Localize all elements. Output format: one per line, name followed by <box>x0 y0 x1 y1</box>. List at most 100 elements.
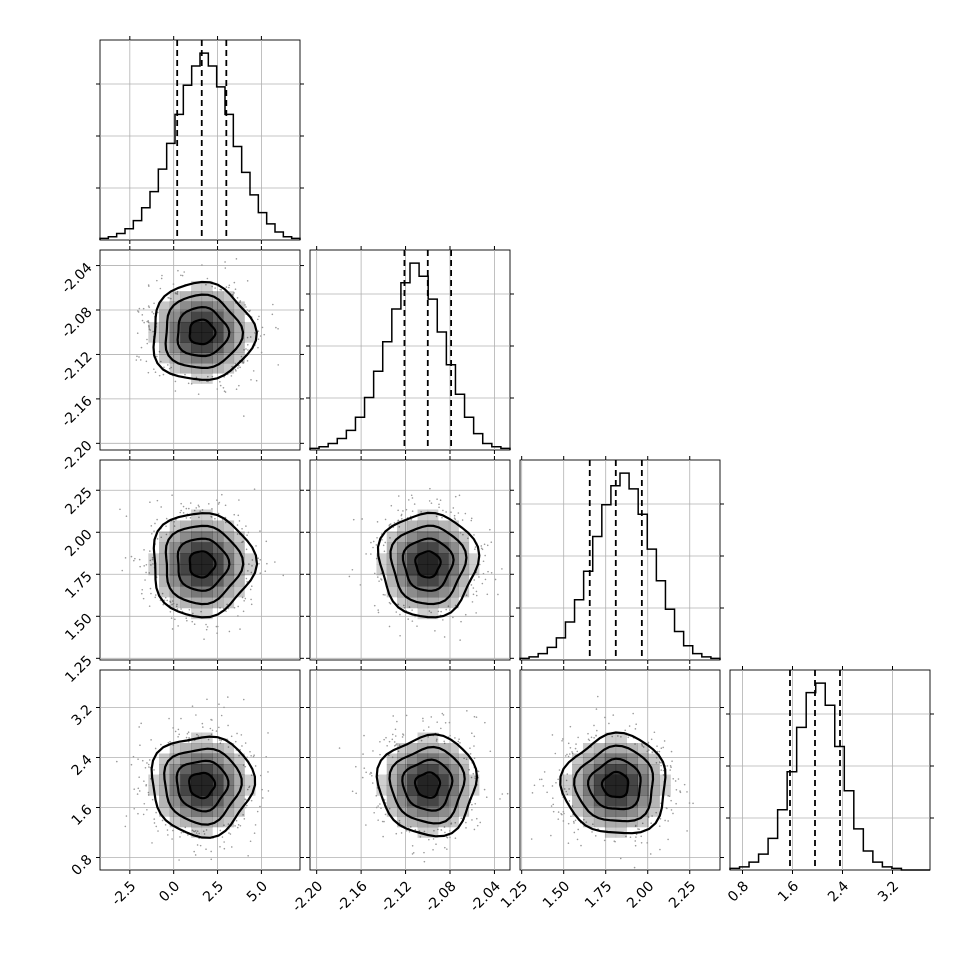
scatter-point <box>136 332 139 335</box>
density-cell <box>396 597 408 609</box>
scatter-point <box>180 717 182 720</box>
scatter-point <box>222 386 225 389</box>
density-cell <box>169 586 181 598</box>
density-cell <box>169 363 181 374</box>
scatter-point <box>152 312 155 315</box>
density-cell <box>180 586 192 598</box>
scatter-point <box>381 820 384 823</box>
density-cell <box>593 785 606 796</box>
scatter-point <box>244 597 247 600</box>
density-cell <box>212 764 224 775</box>
density-cell <box>159 531 171 543</box>
scatter-point <box>397 495 400 497</box>
scatter-point <box>154 522 156 525</box>
scatter-point <box>168 717 170 720</box>
density-cell <box>448 520 459 532</box>
scatter-point <box>554 752 557 755</box>
density-cell <box>593 795 606 807</box>
scatter-point <box>243 349 245 351</box>
scatter-point <box>156 499 159 502</box>
scatter-point <box>196 733 198 736</box>
scatter-point <box>246 804 248 807</box>
density-cell <box>438 743 449 754</box>
scatter-point <box>192 612 194 615</box>
scatter-point <box>143 549 145 551</box>
contour-line <box>414 550 442 579</box>
density-cell <box>169 774 181 786</box>
scatter-point <box>444 831 446 834</box>
scatter-point <box>267 732 269 734</box>
scatter-point <box>662 746 665 749</box>
density-cell <box>407 743 418 754</box>
scatter-point <box>259 805 261 808</box>
density-cell <box>448 564 459 576</box>
scatter-point <box>199 510 201 512</box>
density-cell <box>407 785 418 796</box>
scatter-point <box>265 540 268 543</box>
scatter-point <box>259 530 261 532</box>
scatter-point <box>567 742 570 745</box>
density-cell <box>376 553 388 565</box>
density-cell <box>427 607 439 620</box>
density-cell <box>233 564 245 576</box>
scatter-point <box>658 750 661 753</box>
density-cell <box>180 553 192 565</box>
scatter-point <box>405 714 408 717</box>
density-cell <box>396 785 408 796</box>
scatter-point <box>650 738 653 741</box>
scatter-point <box>670 809 673 811</box>
scatter-point <box>363 734 365 737</box>
density-cell <box>233 575 245 587</box>
density-cell <box>201 597 213 609</box>
scatter-point <box>435 515 438 518</box>
scatter-point <box>237 367 239 369</box>
density-cell <box>180 743 192 754</box>
scatter-point <box>646 750 649 753</box>
density-cell <box>180 291 192 302</box>
scatter-point <box>603 839 606 842</box>
density-cell <box>604 732 617 744</box>
contour-line <box>375 733 479 838</box>
scatter-point <box>443 742 446 745</box>
scatter-point <box>483 788 486 791</box>
contour-line <box>600 770 630 799</box>
density-cell <box>233 795 245 807</box>
scatter-point <box>662 769 665 772</box>
scatter-point <box>635 836 637 838</box>
contour-line <box>376 511 481 619</box>
scatter-point <box>243 415 245 417</box>
scatter-point <box>617 735 619 737</box>
scatter-point <box>124 557 127 559</box>
contour-line <box>176 305 231 358</box>
scatter-point <box>193 850 195 853</box>
scatter-point <box>437 828 439 831</box>
scatter-point <box>215 730 218 732</box>
scatter-point <box>663 740 666 742</box>
scatter-point <box>141 588 144 591</box>
density-cell <box>191 785 203 796</box>
scatter-point <box>207 503 210 505</box>
density-cell <box>448 816 459 828</box>
density-cell <box>396 575 408 587</box>
scatter-point <box>153 818 156 820</box>
scatter-point <box>407 618 409 620</box>
density-cell <box>376 774 388 786</box>
density-cell <box>637 806 649 817</box>
density-cell <box>169 332 181 343</box>
scatter-point <box>137 758 139 760</box>
scatter-point <box>224 521 227 524</box>
panel-content <box>338 710 509 863</box>
scatter-point <box>580 844 582 847</box>
x-tick-label: 2.25 <box>666 878 699 911</box>
scatter-point <box>376 521 379 523</box>
scatter-point <box>611 735 613 738</box>
scatter-point <box>382 544 385 547</box>
scatter-point <box>443 636 446 638</box>
scatter-point <box>187 834 189 836</box>
scatter-point <box>474 546 477 548</box>
density-cell <box>407 520 418 532</box>
contour-line <box>413 771 442 799</box>
scatter-point <box>154 596 157 599</box>
scatter-point <box>147 284 150 286</box>
panel-content <box>530 695 694 869</box>
